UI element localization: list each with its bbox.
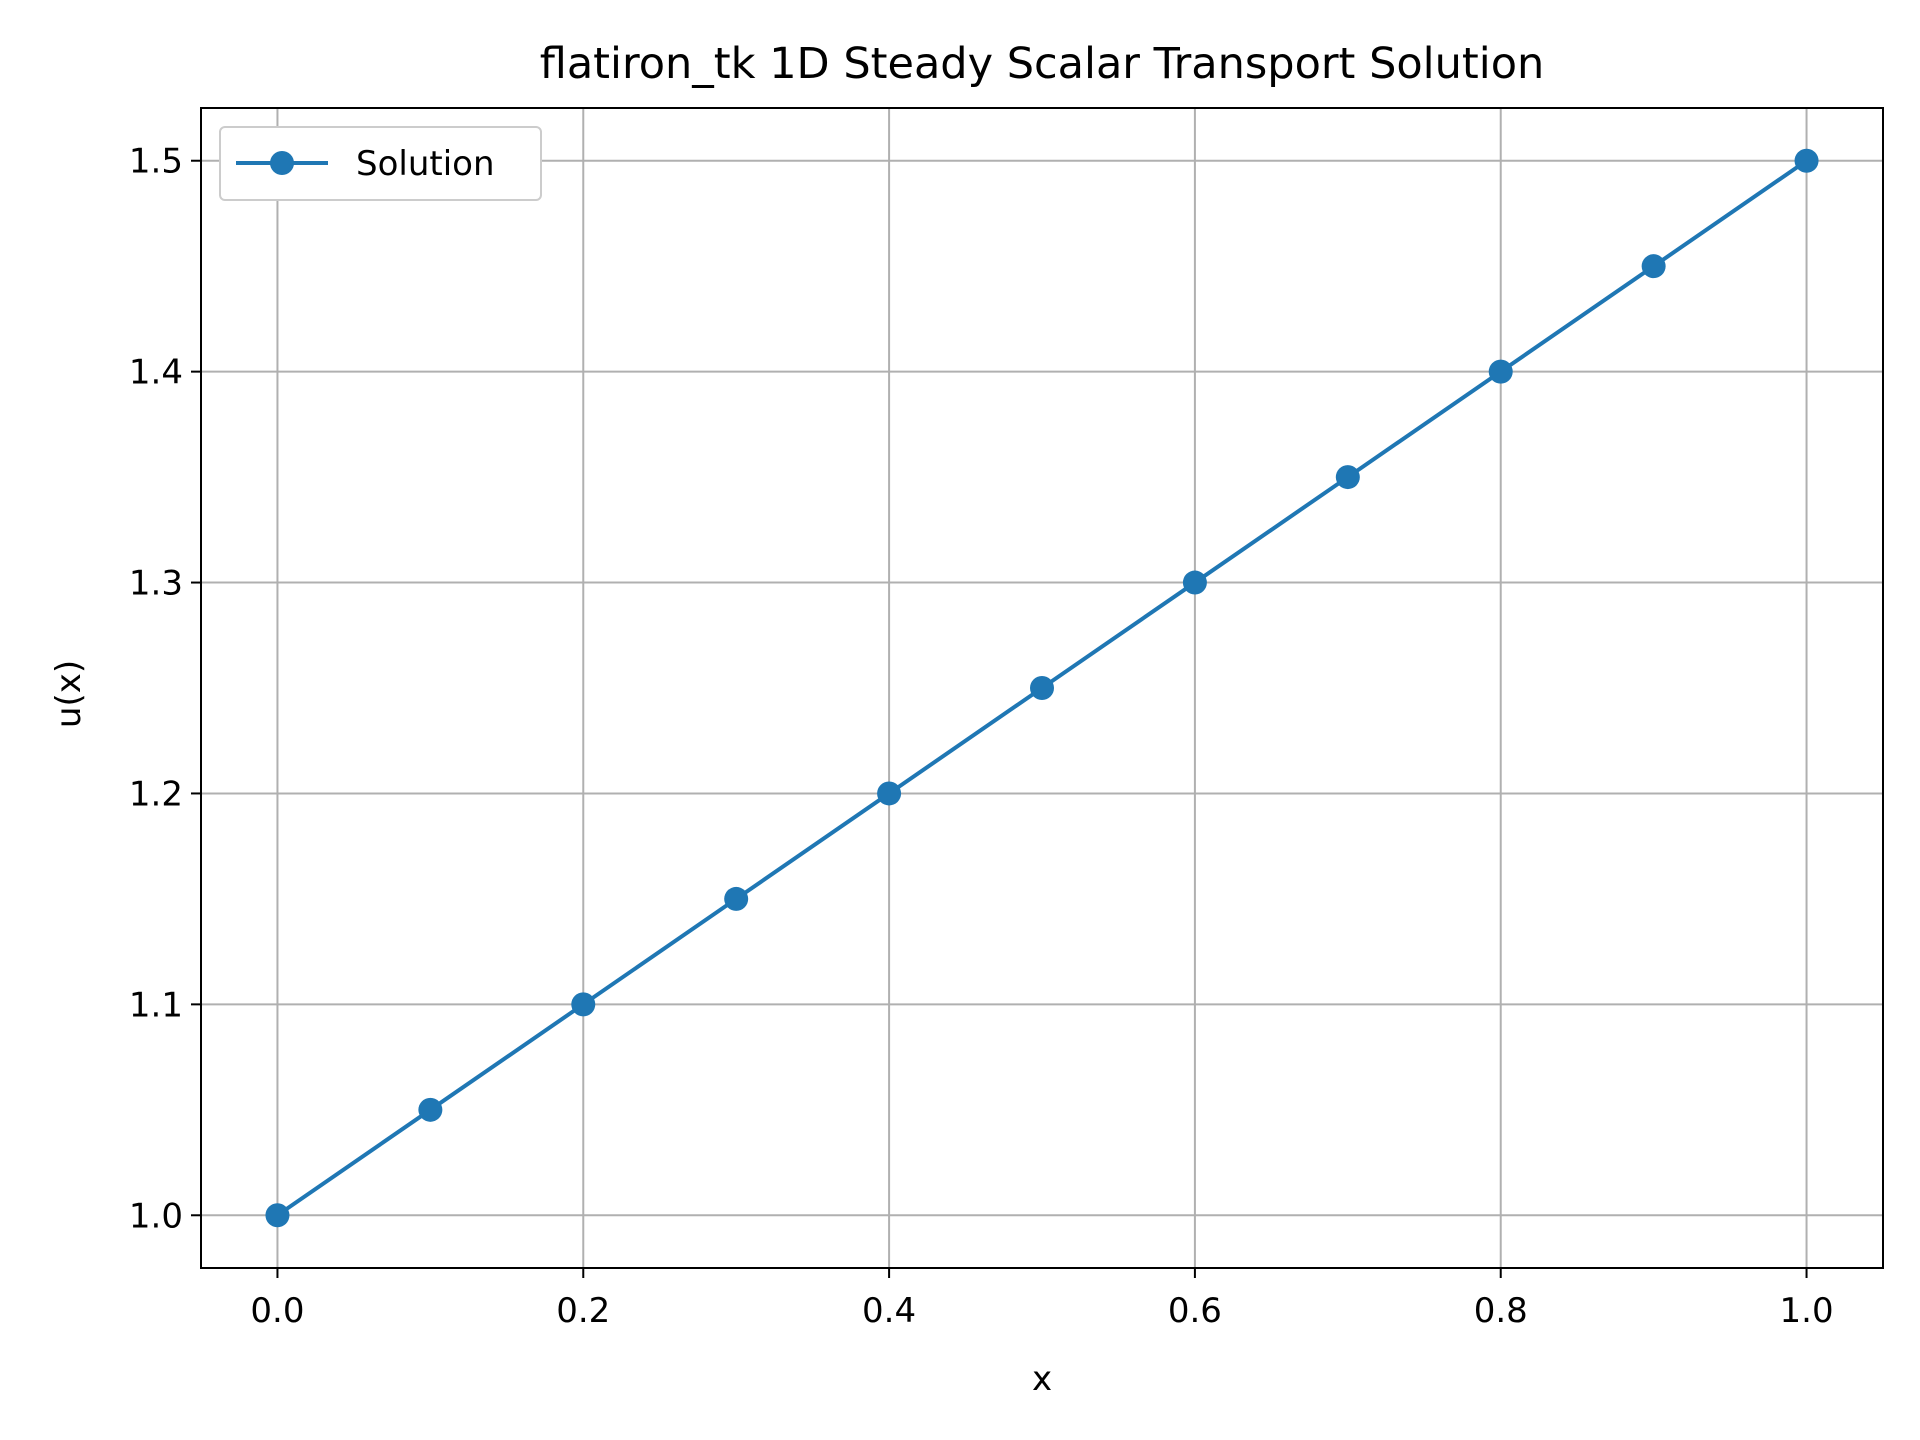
y-tick-label: 1.0 [129,1196,183,1236]
data-point [1030,676,1054,700]
y-tick-label: 1.3 [129,564,183,604]
data-point [877,781,902,806]
x-tick-label: 0.8 [1474,1291,1528,1331]
x-tick-label: 0.0 [250,1291,304,1331]
data-point [265,1203,290,1228]
tick-label-layer: 0.0 0.2 0.4 0.6 0.8 1.0 1.0 1.1 1.2 1.3 1.4 1.5 [129,142,1834,1331]
chart-title: flatiron_tk 1D Steady Scalar Transport S… [540,39,1545,89]
series-layer [265,148,1819,1228]
legend-box [219,126,542,201]
data-point [418,1097,443,1122]
legend-label: Solution [356,144,495,184]
x-axis-label: x [1032,1359,1052,1399]
y-axis-label: u(x) [49,660,89,728]
plot-frame [200,107,1884,1269]
y-tick-label: 1.4 [129,353,183,393]
x-tick-label: 0.6 [1168,1291,1222,1331]
data-point [1641,254,1666,279]
legend-marker [270,151,294,175]
data-point [1335,465,1360,490]
axes-layer [191,107,1884,1278]
data-point [571,992,596,1017]
x-tick-label: 0.4 [862,1291,916,1331]
y-tick-label: 1.2 [129,774,183,814]
data-point [724,886,749,911]
y-tick-label: 1.5 [129,142,183,182]
x-tick-label: 0.2 [556,1291,610,1331]
data-point [1488,359,1513,384]
y-tick-label: 1.1 [129,985,183,1025]
data-point [1794,148,1819,173]
data-point [1182,570,1207,595]
x-tick-label: 1.0 [1780,1291,1834,1331]
legend: Solution [219,126,542,201]
